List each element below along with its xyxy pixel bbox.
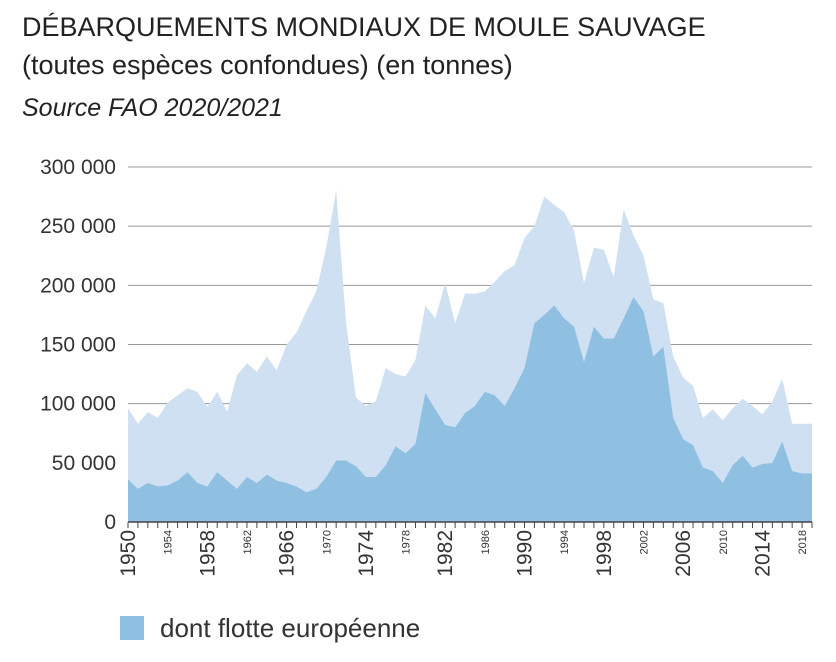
x-tick-label-minor: 1994	[559, 530, 571, 554]
x-tick-label-major: 2014	[751, 530, 774, 577]
x-tick-label-major: 1998	[593, 530, 616, 577]
x-tick-label-minor: 2018	[797, 530, 809, 554]
legend-label-europe: dont flotte européenne	[160, 612, 421, 643]
chart-title: DÉBARQUEMENTS MONDIAUX DE MOULE SAUVAGE	[22, 12, 706, 42]
european-fleet-area	[128, 297, 812, 522]
x-tick-label-major: 1990	[514, 530, 537, 577]
x-tick-label-minor: 2010	[718, 530, 730, 554]
legend-swatch-europe	[120, 616, 144, 640]
y-tick-label: 250 000	[40, 215, 116, 238]
y-tick-label: 100 000	[40, 393, 116, 416]
x-tick-label-minor: 1962	[242, 530, 254, 554]
x-tick-label-minor: 1970	[321, 530, 333, 554]
x-tick-label-major: 1966	[276, 530, 299, 577]
x-tick-label-major: 1974	[355, 530, 378, 577]
x-tick-label-minor: 2002	[638, 530, 650, 554]
legend: dont flotte européenne	[120, 610, 420, 646]
y-tick-label: 0	[104, 511, 116, 534]
y-tick-label: 50 000	[52, 452, 116, 475]
x-tick-label-minor: 1954	[163, 530, 175, 554]
chart-subtitle: (toutes espèces confondues) (en tonnes)	[22, 50, 513, 80]
x-tick-label-minor: 1978	[401, 530, 413, 554]
chart-source: Source FAO 2020/2021	[22, 94, 283, 122]
y-tick-label: 150 000	[40, 334, 116, 357]
x-tick-label-minor: 1986	[480, 530, 492, 554]
x-tick-label-major: 1950	[117, 530, 140, 577]
axis-layer: 0 50 000 100 000 150 000 200 000 250 000 300 0…	[40, 156, 813, 577]
y-tick-label: 300 000	[40, 156, 116, 179]
x-tick-label-major: 2006	[672, 530, 695, 577]
y-tick-label: 200 000	[40, 274, 116, 297]
x-tick-label-major: 1958	[196, 530, 219, 577]
x-tick-label-major: 1982	[434, 530, 457, 577]
